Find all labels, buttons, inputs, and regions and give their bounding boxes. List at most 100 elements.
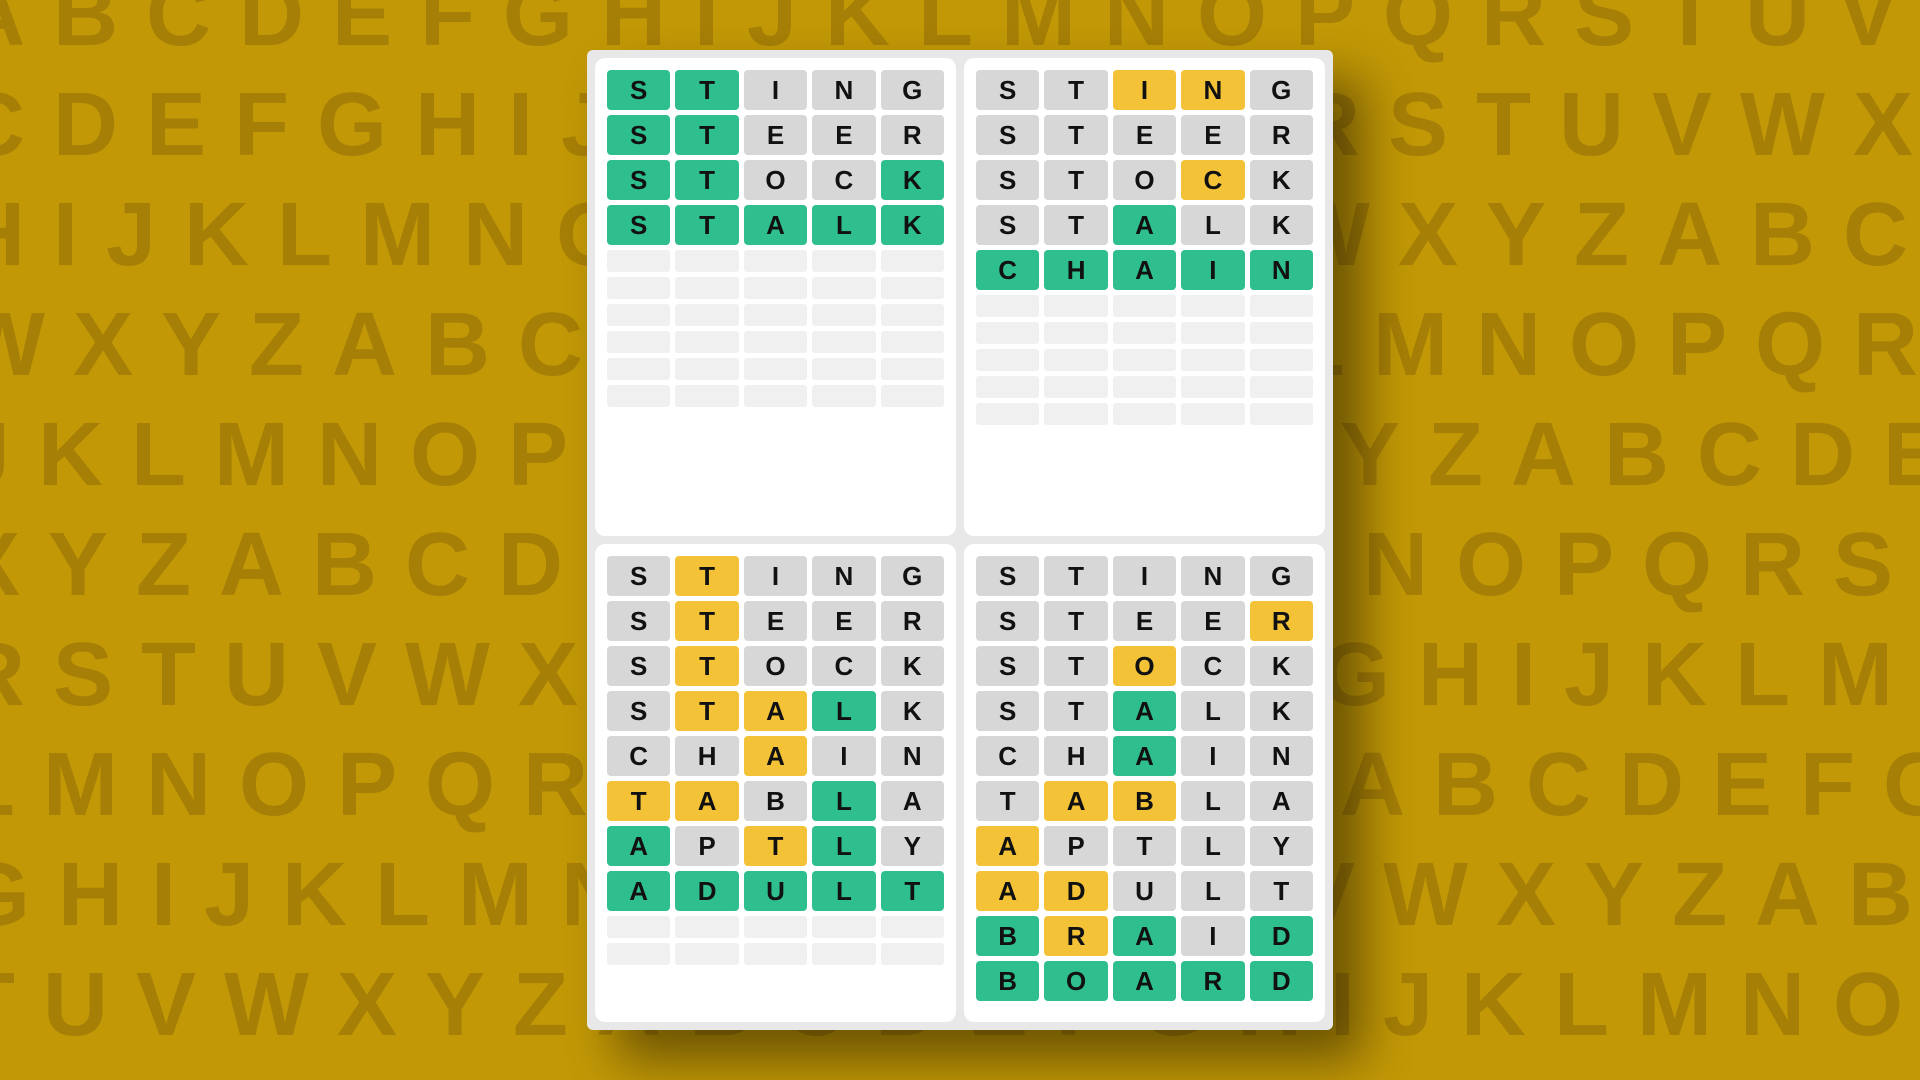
letter-tile: S [607, 160, 670, 200]
guess-row: STOCK [976, 160, 1313, 200]
letter-tile: L [1181, 826, 1244, 866]
empty-tile [607, 331, 670, 353]
letter-tile: C [812, 646, 875, 686]
letter-tile: K [1250, 646, 1313, 686]
letter-tile: T [744, 826, 807, 866]
empty-tile [976, 295, 1039, 317]
letter-tile: T [607, 781, 670, 821]
letter-tile: R [881, 601, 944, 641]
letter-tile: S [607, 115, 670, 155]
letter-tile: H [1044, 250, 1107, 290]
letter-tile: T [1044, 646, 1107, 686]
guess-row: ADULT [976, 871, 1313, 911]
letter-tile: T [1044, 556, 1107, 596]
letter-tile: R [1044, 916, 1107, 956]
letter-tile: A [1250, 781, 1313, 821]
letter-tile: L [812, 691, 875, 731]
letter-tile: S [607, 556, 670, 596]
letter-tile: S [607, 205, 670, 245]
letter-tile: T [1044, 115, 1107, 155]
letter-tile: O [1113, 160, 1176, 200]
letter-tile: E [1181, 601, 1244, 641]
letter-tile: A [744, 736, 807, 776]
empty-tile [1181, 295, 1244, 317]
letter-tile: T [1113, 826, 1176, 866]
empty-tile [744, 943, 807, 965]
empty-tile [1113, 295, 1176, 317]
letter-tile: O [744, 646, 807, 686]
letter-tile: T [675, 160, 738, 200]
letter-tile: T [675, 70, 738, 110]
guess-row: CHAIN [976, 250, 1313, 290]
letter-tile: O [1113, 646, 1176, 686]
letter-tile: U [1113, 871, 1176, 911]
empty-tile [1181, 376, 1244, 398]
letter-tile: T [675, 205, 738, 245]
letter-tile: T [1044, 205, 1107, 245]
letter-tile: K [1250, 160, 1313, 200]
empty-tile [744, 358, 807, 380]
letter-tile: N [881, 736, 944, 776]
empty-tile [1044, 376, 1107, 398]
letter-tile: R [1250, 115, 1313, 155]
empty-tile [675, 916, 738, 938]
empty-tile [1044, 349, 1107, 371]
quordle-board-2: STINGSTEERSTOCKSTALKCHAIN [964, 58, 1325, 536]
quordle-board-1: STINGSTEERSTOCKSTALK [595, 58, 956, 536]
letter-tile: I [1113, 556, 1176, 596]
letter-tile: L [812, 781, 875, 821]
empty-tile [675, 304, 738, 326]
empty-row [607, 250, 944, 272]
letter-tile: L [1181, 691, 1244, 731]
empty-tile [881, 943, 944, 965]
empty-tile [675, 358, 738, 380]
letter-tile: A [976, 871, 1039, 911]
guess-row: TABLA [976, 781, 1313, 821]
guess-row: TABLA [607, 781, 944, 821]
letter-tile: K [881, 691, 944, 731]
empty-tile [1113, 403, 1176, 425]
empty-row [976, 322, 1313, 344]
letter-tile: I [812, 736, 875, 776]
letter-tile: T [675, 691, 738, 731]
empty-tile [881, 304, 944, 326]
letter-tile: R [1181, 961, 1244, 1001]
letter-tile: S [607, 646, 670, 686]
letter-tile: T [675, 646, 738, 686]
letter-tile: R [881, 115, 944, 155]
letter-tile: K [1250, 205, 1313, 245]
letter-tile: N [812, 70, 875, 110]
letter-tile: C [1181, 160, 1244, 200]
letter-tile: N [1181, 556, 1244, 596]
letter-tile: C [976, 250, 1039, 290]
letter-tile: N [1250, 250, 1313, 290]
letter-tile: L [1181, 205, 1244, 245]
letter-tile: T [675, 115, 738, 155]
letter-tile: L [812, 826, 875, 866]
letter-tile: I [1181, 736, 1244, 776]
empty-row [607, 331, 944, 353]
letter-tile: K [881, 646, 944, 686]
letter-tile: R [1250, 601, 1313, 641]
empty-tile [812, 304, 875, 326]
empty-tile [607, 250, 670, 272]
letter-tile: S [976, 556, 1039, 596]
letter-tile: T [1044, 70, 1107, 110]
guess-row: STOCK [607, 646, 944, 686]
letter-tile: P [1044, 826, 1107, 866]
letter-tile: T [881, 871, 944, 911]
letter-tile: S [976, 205, 1039, 245]
empty-tile [1181, 322, 1244, 344]
letter-tile: I [744, 556, 807, 596]
letter-tile: C [812, 160, 875, 200]
empty-row [607, 943, 944, 965]
letter-tile: S [976, 601, 1039, 641]
empty-row [607, 277, 944, 299]
letter-tile: S [607, 70, 670, 110]
guess-row: STOCK [607, 160, 944, 200]
letter-tile: A [976, 826, 1039, 866]
guess-row: ADULT [607, 871, 944, 911]
letter-tile: C [607, 736, 670, 776]
letter-tile: L [812, 205, 875, 245]
letter-tile: T [1044, 691, 1107, 731]
